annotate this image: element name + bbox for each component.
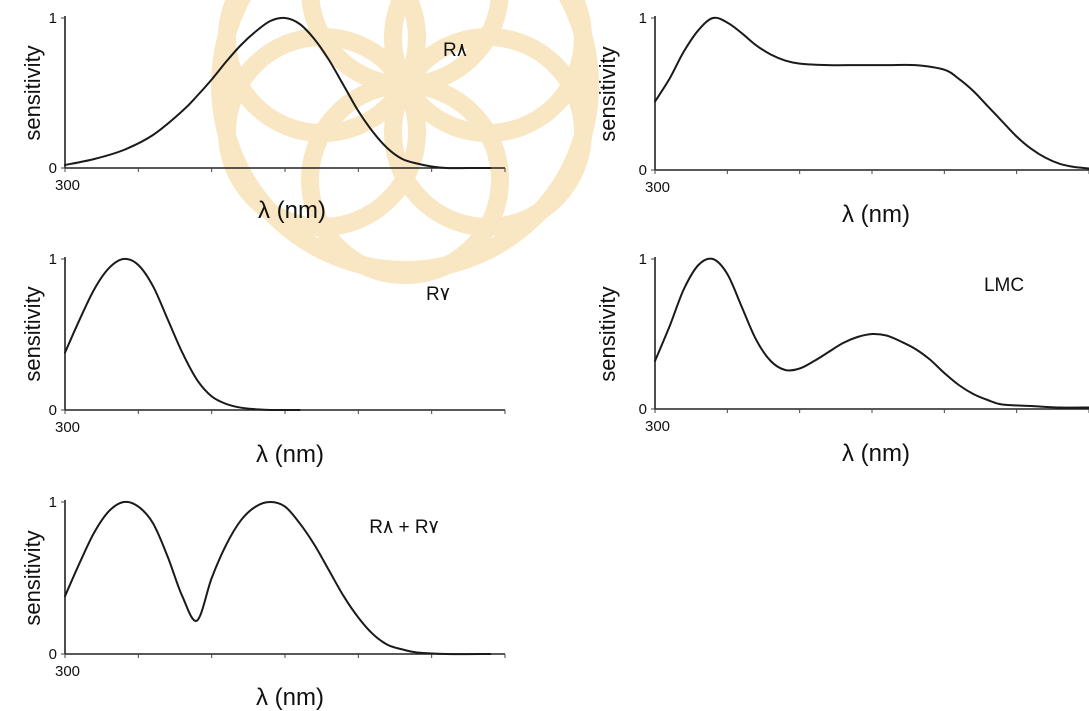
y-axis-label: sensitivity <box>595 286 620 381</box>
y-tick-label-min: 0 <box>49 402 57 419</box>
sensitivity-curve <box>64 500 492 656</box>
sensitivity-curve <box>654 257 1089 409</box>
watermark-petal <box>301 0 509 94</box>
sensitivity-curve <box>64 257 301 412</box>
y-axis-label: sensitivity <box>20 286 45 381</box>
watermark-petal <box>384 28 592 236</box>
watermark-petal <box>301 76 509 284</box>
watermark-petal <box>218 0 426 142</box>
sensitivity-curve <box>654 16 1089 170</box>
y-tick-label-max: 1 <box>49 251 57 268</box>
y-tick-label-max: 1 <box>49 494 57 511</box>
panel-label: R٨ + R٧ <box>369 517 439 538</box>
panel-label: R٨ <box>443 40 467 61</box>
x-axis-label: λ (nm) <box>842 201 910 228</box>
watermark-petal <box>218 28 426 236</box>
x-axis-label: λ (nm) <box>842 440 910 467</box>
y-tick-label-min: 0 <box>49 160 57 177</box>
x-tick-label-start: 300 <box>55 663 80 680</box>
y-tick-label-min: 0 <box>639 162 647 179</box>
x-axis-label: λ (nm) <box>258 197 326 224</box>
y-tick-label-max: 1 <box>639 10 647 27</box>
x-tick-label-start: 300 <box>645 179 670 196</box>
x-tick-label-start: 300 <box>645 418 670 435</box>
y-axis-label: sensitivity <box>20 530 45 625</box>
watermark-petal <box>384 0 592 142</box>
y-axis-label: sensitivity <box>595 46 620 141</box>
y-tick-label-max: 1 <box>49 10 57 27</box>
panel-label: LMC <box>984 275 1024 296</box>
watermark-ring <box>211 0 599 279</box>
x-tick-label-start: 300 <box>55 177 80 194</box>
x-tick-label-start: 300 <box>55 419 80 436</box>
y-axis-label: sensitivity <box>20 45 45 140</box>
x-axis-label: λ (nm) <box>256 441 324 468</box>
y-tick-label-min: 0 <box>49 646 57 663</box>
y-tick-label-max: 1 <box>639 251 647 268</box>
y-tick-label-min: 0 <box>639 401 647 418</box>
sensitivity-curve <box>64 16 492 170</box>
panel-label: R٧ <box>426 284 450 305</box>
x-axis-label: λ (nm) <box>256 684 324 711</box>
